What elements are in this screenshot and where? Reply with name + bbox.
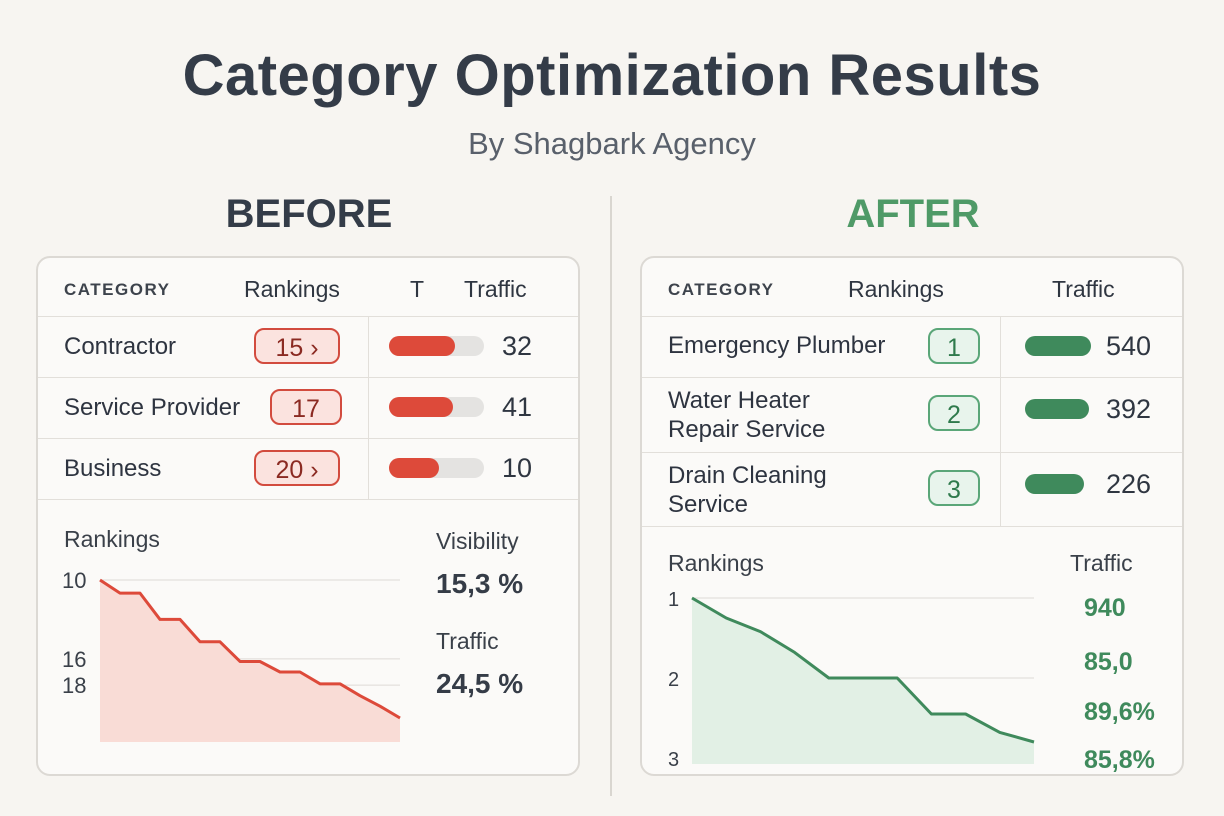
after-table-header: CATEGORY Rankings Traffic	[642, 258, 1182, 317]
before-chart-line	[99, 578, 401, 720]
before-traffic-bar	[389, 458, 484, 478]
before-header-t: T	[410, 276, 425, 302]
before-traffic-stat: 24,5 %	[436, 668, 524, 699]
before-rank-badge: 17	[270, 389, 342, 425]
before-card: CATEGORY Rankings T Traffic Contractor 1…	[36, 256, 580, 776]
before-traffic-bar-fill	[389, 397, 453, 417]
after-stat: 89,6%	[1084, 698, 1155, 726]
after-chart-label: Rankings	[668, 550, 764, 576]
page-subtitle: By Shagbark Agency	[468, 126, 756, 161]
before-header-rankings: Rankings	[244, 276, 340, 302]
after-header-traffic: Traffic	[1052, 276, 1115, 302]
after-row-category-line: Service	[668, 491, 749, 518]
after-traffic-bar	[1025, 474, 1091, 494]
after-row-category-line: Drain Cleaning	[668, 462, 827, 489]
after-traffic-value: 540	[1106, 331, 1152, 361]
before-rank-badge: 15 ›	[254, 328, 340, 364]
after-traffic-bar	[1025, 336, 1091, 356]
after-row-category-line: Repair Service	[668, 416, 826, 443]
before-row-category: Service Provider	[64, 394, 241, 421]
after-traffic-bar-fill	[1025, 474, 1085, 494]
after-rank-badge: 3	[928, 470, 980, 506]
after-stat: 85,0	[1084, 648, 1133, 676]
center-divider	[610, 196, 612, 796]
after-traffic-bar	[1025, 399, 1091, 419]
before-traffic-value: 10	[502, 453, 533, 483]
before-column-divider	[368, 316, 369, 499]
after-chart-ytick-label: 1	[668, 589, 679, 611]
before-rank-badge: 20 ›	[254, 450, 340, 486]
after-traffic-value: 392	[1106, 394, 1152, 424]
after-heading: AFTER	[846, 192, 980, 236]
after-column-divider	[1000, 316, 1001, 526]
after-stat: 940	[1084, 594, 1126, 622]
before-chart-ytick-label: 16	[62, 647, 86, 672]
table-row: Water Heater Repair Service 2 392	[642, 377, 1182, 453]
after-stat: 85,8%	[1084, 746, 1155, 774]
after-header-category: CATEGORY	[668, 280, 775, 299]
after-chart-ytick-label: 2	[668, 669, 679, 691]
after-rankings-chart: 1 2 3	[668, 589, 1035, 771]
before-row-category: Business	[64, 455, 162, 482]
before-chart-ytick-label: 18	[62, 673, 86, 698]
before-traffic-value: 32	[502, 331, 533, 361]
before-traffic-bar	[389, 397, 484, 417]
before-visibility-label: Visibility	[436, 528, 519, 554]
after-traffic-bar-fill	[1025, 399, 1090, 419]
after-traffic-value: 226	[1106, 469, 1152, 499]
before-traffic-value: 41	[502, 392, 533, 422]
after-chart-ytick-label: 3	[668, 749, 679, 771]
after-chart-area	[692, 598, 1034, 764]
before-chart-ytick-label: 10	[62, 568, 86, 593]
before-traffic-bar-fill	[389, 336, 455, 356]
table-row: Service Provider 17 41	[38, 377, 578, 439]
after-rank-badge: 2	[928, 395, 980, 431]
before-header-traffic: Traffic	[464, 276, 527, 302]
after-rank-badge: 1	[928, 328, 980, 364]
after-traffic-label: Traffic	[1070, 550, 1133, 576]
after-card: CATEGORY Rankings Traffic Emergency Plum…	[640, 256, 1184, 776]
before-chart-label: Rankings	[64, 526, 160, 552]
after-row-category-line: Water Heater	[668, 387, 810, 414]
before-heading: BEFORE	[225, 192, 393, 236]
after-row-category: Drain Cleaning Service	[668, 461, 827, 519]
after-row-category: Water Heater Repair Service	[668, 386, 825, 444]
before-traffic-bar	[389, 336, 484, 356]
table-row: Emergency Plumber 1 540	[642, 316, 1182, 378]
before-traffic-bar-fill	[389, 458, 440, 478]
after-row-category-line: Emergency Plumber	[668, 332, 886, 359]
after-header-rankings: Rankings	[848, 276, 944, 302]
before-visibility-value: 15,3 %	[436, 568, 524, 599]
before-header-category: CATEGORY	[64, 280, 171, 299]
after-traffic-bar-fill	[1025, 336, 1091, 356]
page-title: Category Optimization Results	[182, 43, 1042, 108]
after-row-category: Emergency Plumber	[668, 331, 885, 360]
before-table-header: CATEGORY Rankings T Traffic	[38, 258, 578, 317]
table-row: Business 20 › 10	[38, 438, 578, 500]
before-traffic-label: Traffic	[436, 628, 499, 654]
before-row-category: Contractor	[64, 333, 177, 360]
table-row: Drain Cleaning Service 3 226	[642, 452, 1182, 527]
table-row: Contractor 15 › 32	[38, 316, 578, 378]
